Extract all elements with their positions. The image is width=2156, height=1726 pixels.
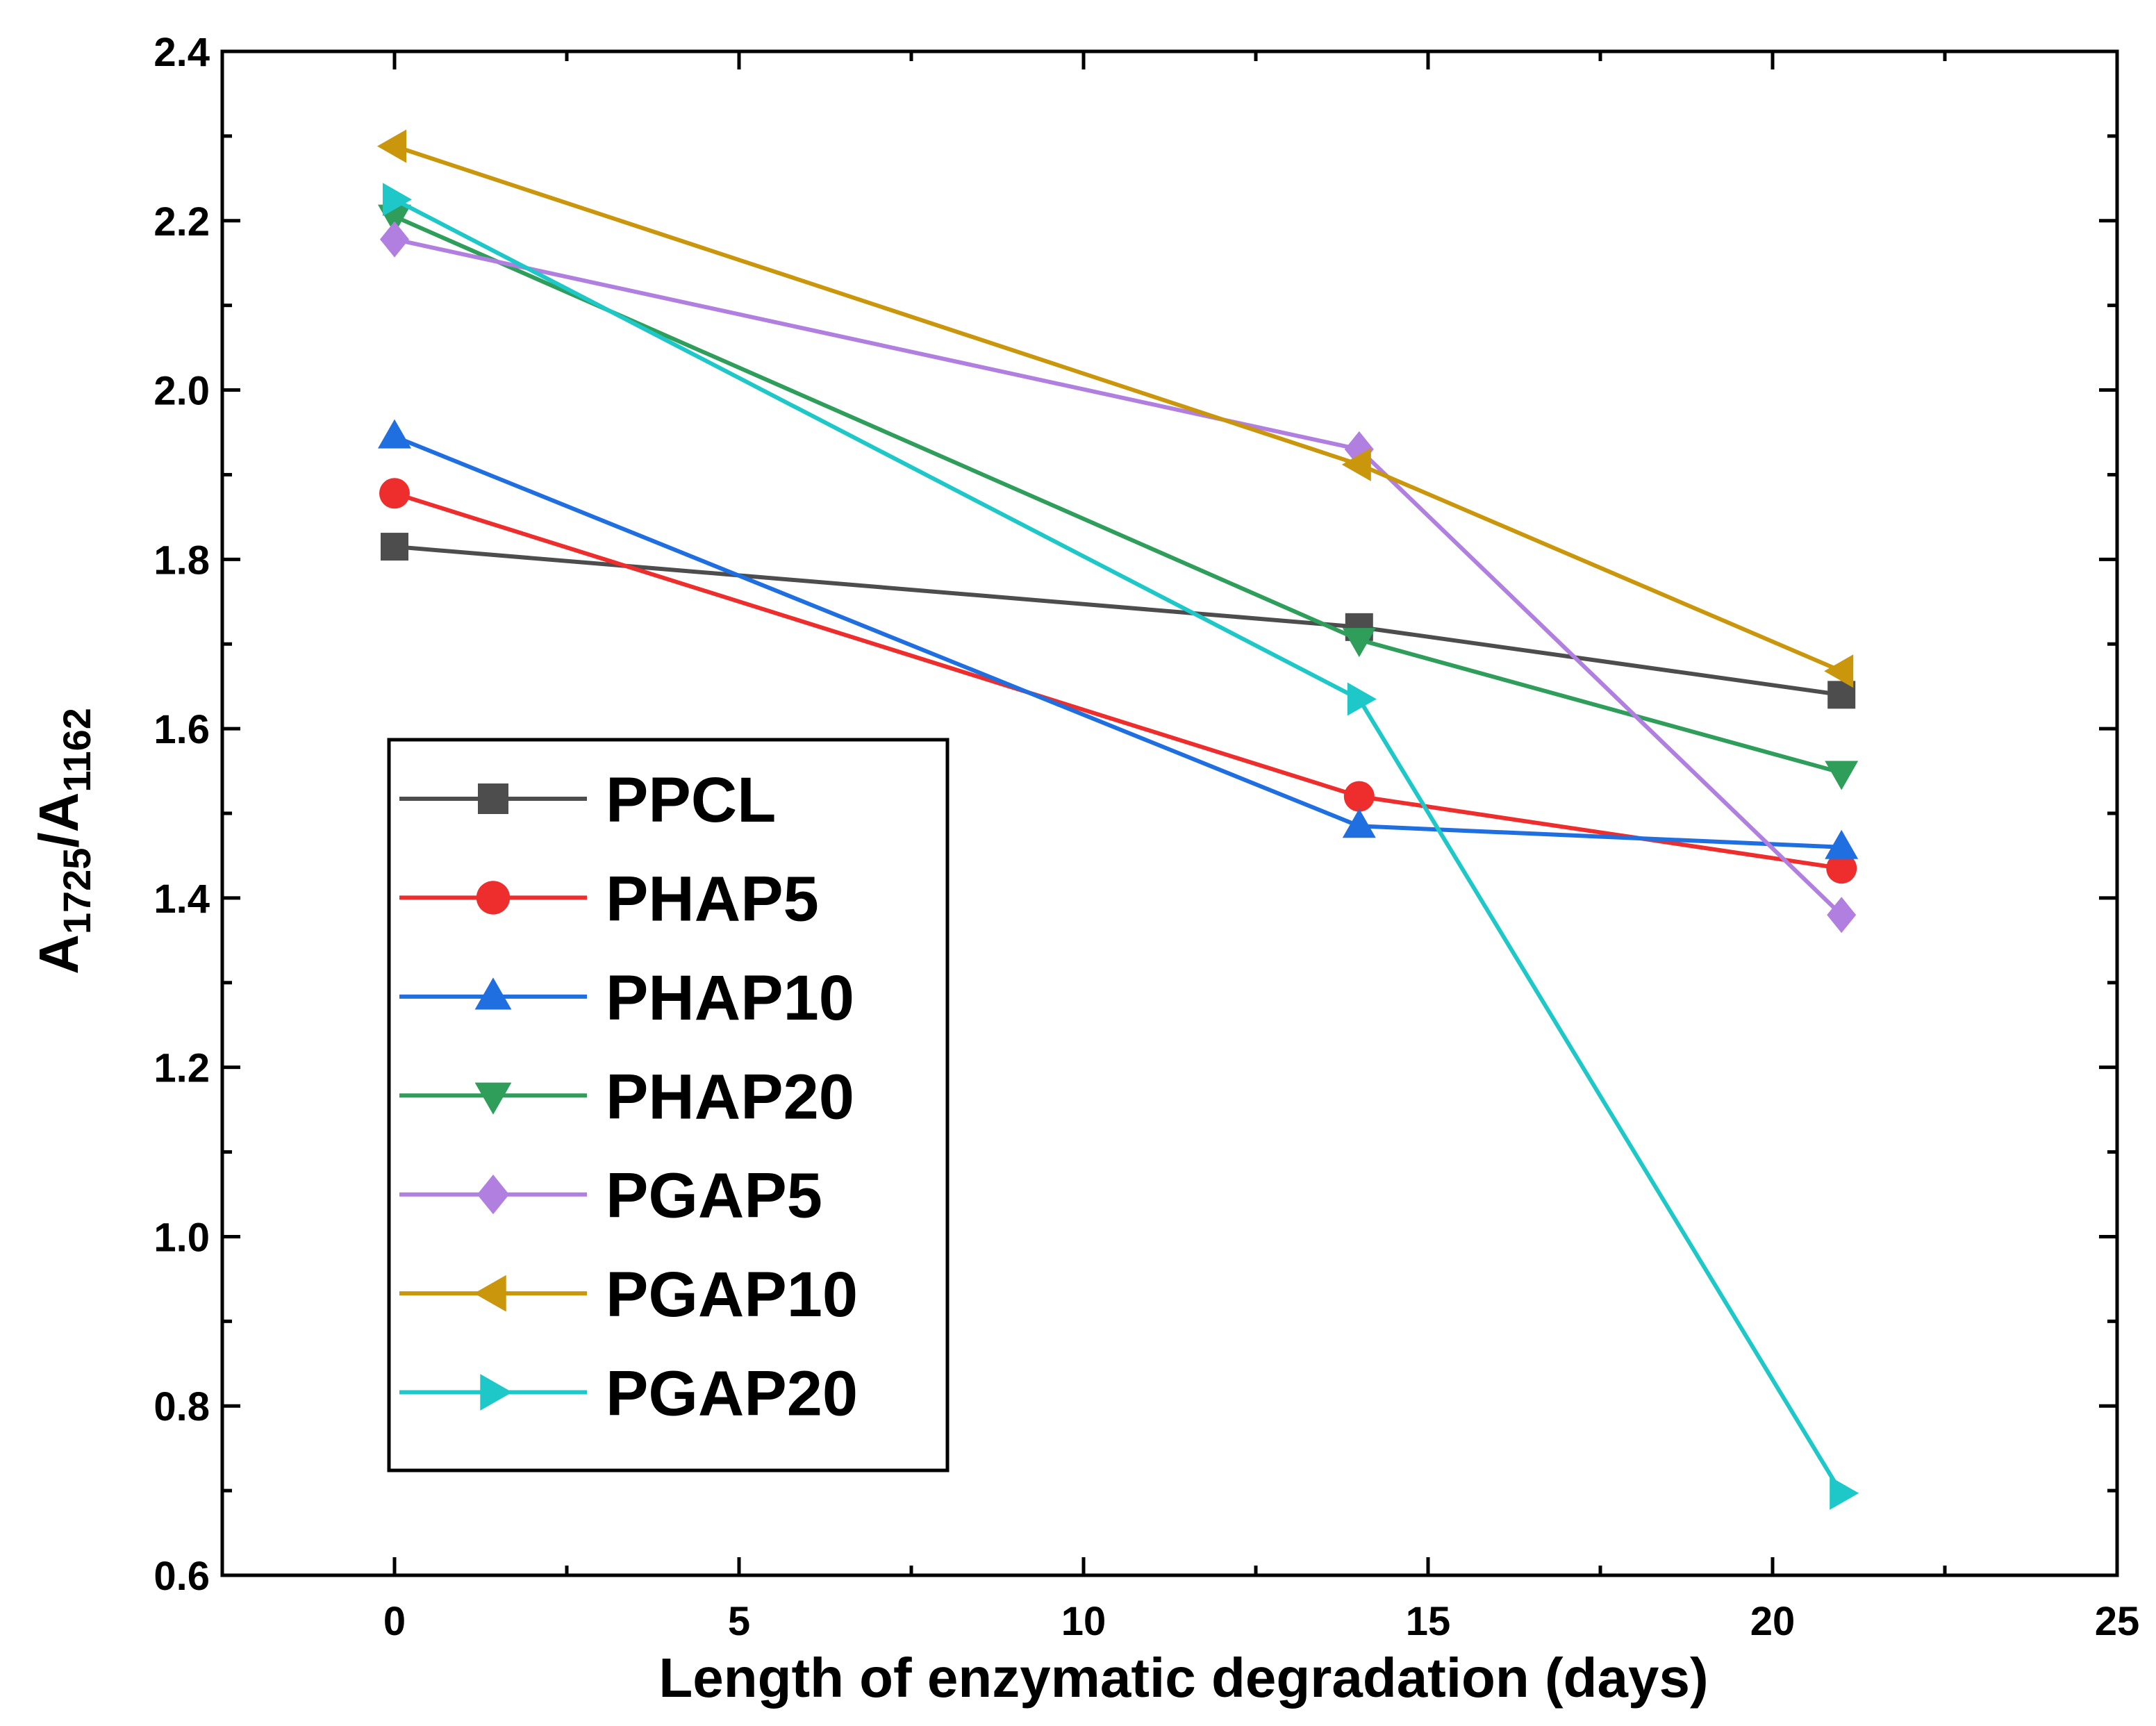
- legend-item-pgap20: PGAP20: [399, 1359, 858, 1429]
- legend-marker-phap20: [474, 1082, 512, 1115]
- series-phap10: [378, 419, 1859, 859]
- y-axis-title: A1725/A1162: [28, 708, 99, 974]
- y-tick-label: 1.8: [154, 538, 210, 583]
- series-line-pgap10: [394, 144, 1843, 673]
- data-point-phap20: [1825, 761, 1859, 790]
- series-line-ppcl: [394, 545, 1842, 697]
- data-point-pgap20: [1830, 1476, 1859, 1510]
- y-tick-label: 1.4: [154, 877, 210, 922]
- y-tick-label: 1.6: [154, 707, 210, 752]
- x-tick-label: 10: [1061, 1599, 1106, 1644]
- data-point-pgap10: [1341, 447, 1371, 481]
- y-axis-title-sub1: 1725: [55, 848, 99, 935]
- legend-marker-ppcl: [478, 783, 508, 814]
- data-point-phap5: [1343, 781, 1375, 812]
- data-point-pgap10: [1824, 654, 1854, 688]
- legend-label-ppcl: PPCL: [606, 765, 776, 836]
- series-phap5: [379, 478, 1857, 884]
- data-point-phap10: [378, 419, 411, 449]
- data-point-phap10: [1342, 808, 1376, 838]
- y-axis-title-sub2: 1162: [55, 708, 99, 793]
- y-tick-label: 2.2: [154, 199, 210, 244]
- data-point-phap20: [1342, 628, 1376, 658]
- y-axis-title-main: A: [28, 934, 90, 974]
- legend-marker-pgap20: [480, 1374, 513, 1411]
- x-tick-label: 25: [2095, 1599, 2140, 1644]
- legend-item-pgap10: PGAP10: [399, 1259, 858, 1330]
- legend-item-phap5: PHAP5: [399, 863, 819, 934]
- data-point-phap5: [379, 478, 410, 509]
- legend-item-phap20: PHAP20: [399, 1061, 854, 1132]
- legend-marker-pgap5: [476, 1175, 510, 1215]
- series-layer: [377, 129, 1859, 1510]
- y-tick-label: 1.0: [154, 1215, 210, 1260]
- legend-label-pgap10: PGAP10: [606, 1259, 858, 1330]
- legend-label-pgap20: PGAP20: [606, 1359, 858, 1429]
- axis-ticks: 0 5 10 15 20 25 0.6 0.8 1.0 1.2 1.4 1.6 1.8 2.0 2.2 2.4: [154, 30, 2139, 1644]
- data-point-pgap10: [377, 129, 406, 163]
- legend-label-phap10: PHAP10: [606, 963, 854, 1034]
- series-pgap5: [380, 221, 1857, 933]
- legend-marker-pgap10: [474, 1275, 506, 1312]
- x-axis-title: Length of enzymatic degradation (days): [658, 1647, 1708, 1709]
- series-pgap20: [383, 183, 1859, 1510]
- legend-label-phap20: PHAP20: [606, 1061, 854, 1132]
- legend-item-ppcl: PPCL: [399, 765, 776, 836]
- data-point-ppcl: [381, 533, 408, 561]
- x-tick-label: 0: [383, 1599, 406, 1644]
- legend-label-pgap5: PGAP5: [606, 1161, 822, 1231]
- series-pgap10: [377, 129, 1854, 688]
- series-phap20: [378, 204, 1859, 790]
- y-tick-label: 2.4: [154, 30, 210, 75]
- x-tick-label: 15: [1406, 1599, 1451, 1644]
- legend-item-phap10: PHAP10: [399, 963, 854, 1034]
- plot-frame: [220, 49, 2119, 1577]
- legend-label-phap5: PHAP5: [606, 863, 819, 934]
- legend-box: [387, 738, 950, 1472]
- series-line-phap20: [393, 214, 1842, 775]
- data-point-pgap20: [1347, 682, 1377, 716]
- data-point-phap5: [1826, 853, 1857, 884]
- legend: PPCL PHAP5 PHAP10 PHAP20 PGAP5 PGAP10 PGAP20: [387, 738, 950, 1472]
- y-tick-label: 0.8: [154, 1384, 210, 1429]
- legend-marker-phap10: [474, 977, 512, 1010]
- y-axis-title-sep: /A: [28, 793, 90, 848]
- legend-marker-phap5: [476, 881, 511, 915]
- y-tick-label: 2.0: [154, 369, 210, 414]
- data-point-pgap20: [383, 183, 412, 217]
- series-ppcl: [381, 533, 1856, 709]
- x-tick-label: 5: [728, 1599, 750, 1644]
- data-point-pgap5: [380, 221, 409, 258]
- y-tick-label: 0.6: [154, 1554, 210, 1599]
- x-tick-label: 20: [1750, 1599, 1796, 1644]
- y-tick-label: 1.2: [154, 1046, 210, 1091]
- data-point-phap10: [1825, 829, 1859, 859]
- legend-item-pgap5: PGAP5: [399, 1161, 822, 1231]
- data-point-pgap5: [1827, 897, 1857, 933]
